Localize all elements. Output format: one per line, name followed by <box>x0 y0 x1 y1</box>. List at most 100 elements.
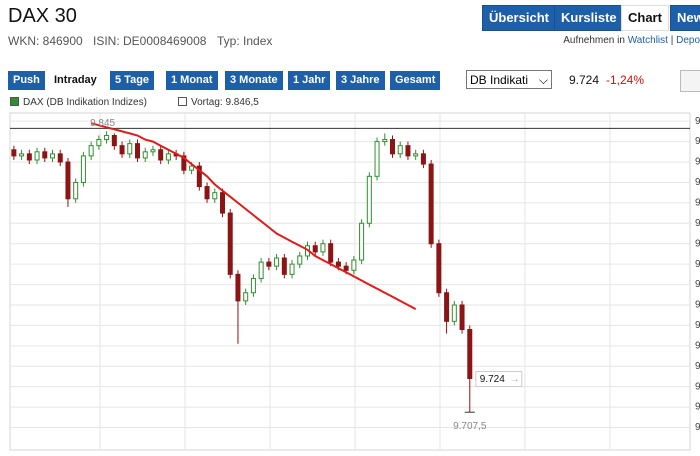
range-button[interactable]: 3 Jahre <box>336 71 385 90</box>
candle-body <box>274 257 280 267</box>
range-button[interactable]: 1 Jahr <box>288 71 331 90</box>
candle-body <box>220 192 225 214</box>
y-tick-label: 9.710 <box>695 402 700 413</box>
isin: ISIN: DE0008469008 <box>93 34 207 48</box>
candle-body <box>119 145 125 155</box>
candle-body <box>243 292 249 302</box>
separator: | <box>670 35 674 46</box>
depot-link[interactable]: Depo <box>676 35 700 46</box>
legend-text: DAX (DB Indikation Indizes) <box>23 97 147 108</box>
candle-body <box>266 261 272 267</box>
legend-text: Vortag: 9.846,5 <box>191 97 259 108</box>
range-button[interactable]: Intraday <box>49 71 102 90</box>
candle-body <box>227 212 233 275</box>
chart-icon[interactable] <box>680 70 700 92</box>
range-button[interactable]: 5 Tage <box>110 71 155 90</box>
candle-body <box>374 141 380 177</box>
y-tick-label: 9.810 <box>695 198 700 209</box>
candle-body <box>189 165 195 171</box>
candle-body <box>359 222 365 261</box>
candle-body <box>104 134 110 141</box>
candle-body <box>142 151 148 159</box>
y-tick-label: 9.750 <box>695 320 700 331</box>
candle-body <box>320 243 326 253</box>
candle-body <box>158 149 164 161</box>
candle-body <box>289 263 295 275</box>
watchlist-prefix: Aufnehmen in <box>563 35 625 46</box>
type: Typ: Index <box>217 34 273 48</box>
candle-body <box>127 143 133 155</box>
candle-body <box>420 153 426 165</box>
watchlist-bar: Aufnehmen in Watchlist | Depo <box>563 35 700 46</box>
candle-body <box>351 259 357 271</box>
candle-body <box>335 261 341 267</box>
legend-item: DAX (DB Indikation Indizes) <box>10 97 147 108</box>
candle-body <box>436 243 442 294</box>
candle-body <box>42 151 48 159</box>
range-button[interactable]: Push <box>8 71 45 90</box>
candle-body <box>57 153 63 163</box>
y-tick-label: 9.760 <box>695 300 700 311</box>
candle-body <box>459 304 465 330</box>
candle-body <box>428 163 434 245</box>
y-tick-label: 9.770 <box>695 279 700 290</box>
candle-body <box>250 277 256 294</box>
exchange-select[interactable]: DB Indikati ⌵ <box>466 70 552 89</box>
y-tick-label: 9.700 <box>695 422 700 433</box>
page-title: DAX 30 <box>8 5 77 27</box>
candle-body <box>397 145 403 155</box>
select-text: DB Indikati <box>470 73 529 87</box>
y-tick-label: 9.840 <box>695 136 700 147</box>
last-price-box <box>475 371 523 388</box>
y-tick-label: 9.780 <box>695 259 700 270</box>
candle-body <box>111 134 117 147</box>
candle-body <box>19 153 25 157</box>
wkn: WKN: 846900 <box>8 34 83 48</box>
watchlist-link[interactable]: Watchlist <box>627 35 668 46</box>
candle-body <box>312 245 318 253</box>
candle-body <box>11 149 17 157</box>
tab[interactable]: New <box>670 5 700 31</box>
candle-body <box>26 153 32 161</box>
candle-body <box>204 186 210 200</box>
candle-body <box>135 143 140 159</box>
min-label: 9.707,5 <box>453 421 487 432</box>
candle-body <box>343 265 349 271</box>
select-arrow: ⌵ <box>538 73 548 87</box>
candle-body <box>80 155 86 183</box>
candle-body <box>451 304 457 322</box>
y-tick-label: 9.790 <box>695 238 700 249</box>
candle-body <box>258 261 264 279</box>
tab[interactable]: Chart <box>621 5 669 31</box>
candle-body <box>165 153 171 161</box>
candle-body <box>467 328 473 380</box>
moving-average-line <box>90 122 417 310</box>
candle-body <box>297 255 303 265</box>
candle-body <box>366 175 372 224</box>
y-tick-label: 9.830 <box>695 157 700 168</box>
max-label: 9.845 <box>90 118 115 129</box>
legend-swatch <box>178 97 187 106</box>
range-button[interactable]: 3 Monate <box>225 71 283 90</box>
candle-body <box>382 139 388 143</box>
candle-body <box>34 151 40 161</box>
y-tick-label: 9.740 <box>695 340 700 351</box>
last-price-arrow: → <box>510 374 520 385</box>
candle-body <box>444 292 450 322</box>
candle-body <box>196 165 202 188</box>
last-price-label: 9.724 <box>480 374 505 385</box>
y-tick-label: 9.730 <box>695 361 700 372</box>
range-button[interactable]: Gesamt <box>390 71 441 90</box>
candle-body <box>50 153 55 159</box>
candle-body <box>413 153 419 157</box>
tab[interactable]: Kursliste <box>554 5 624 31</box>
y-tick-label: 9.800 <box>695 218 700 229</box>
legend-swatch <box>10 97 19 106</box>
y-tick-label: 9.820 <box>695 177 700 188</box>
range-button[interactable]: 1 Monat <box>166 71 218 90</box>
candle-body <box>181 155 187 171</box>
candle-body <box>88 145 94 157</box>
candle-body <box>96 139 102 147</box>
